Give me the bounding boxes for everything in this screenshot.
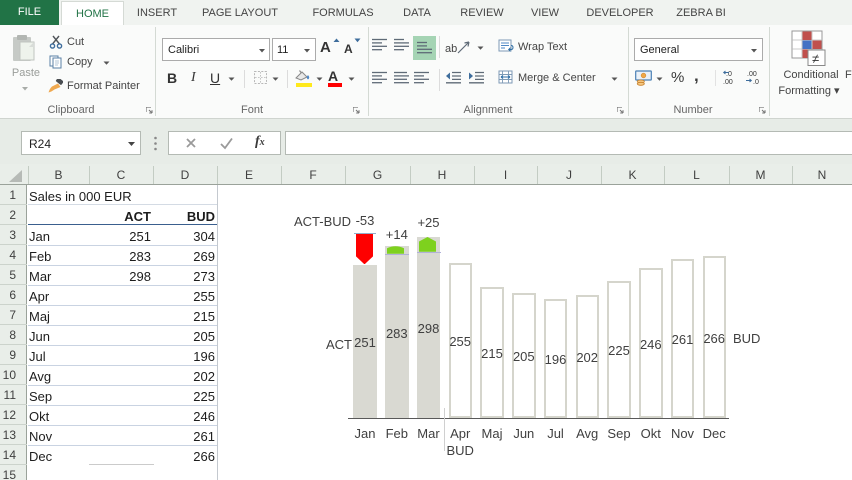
svg-text:.0: .0 bbox=[726, 71, 732, 78]
svg-text:≠: ≠ bbox=[812, 51, 819, 66]
svg-text:.00: .00 bbox=[747, 71, 757, 78]
svg-text:.00: .00 bbox=[723, 79, 733, 85]
svg-text:ab: ab bbox=[445, 43, 457, 55]
svg-text:.0: .0 bbox=[753, 79, 759, 85]
